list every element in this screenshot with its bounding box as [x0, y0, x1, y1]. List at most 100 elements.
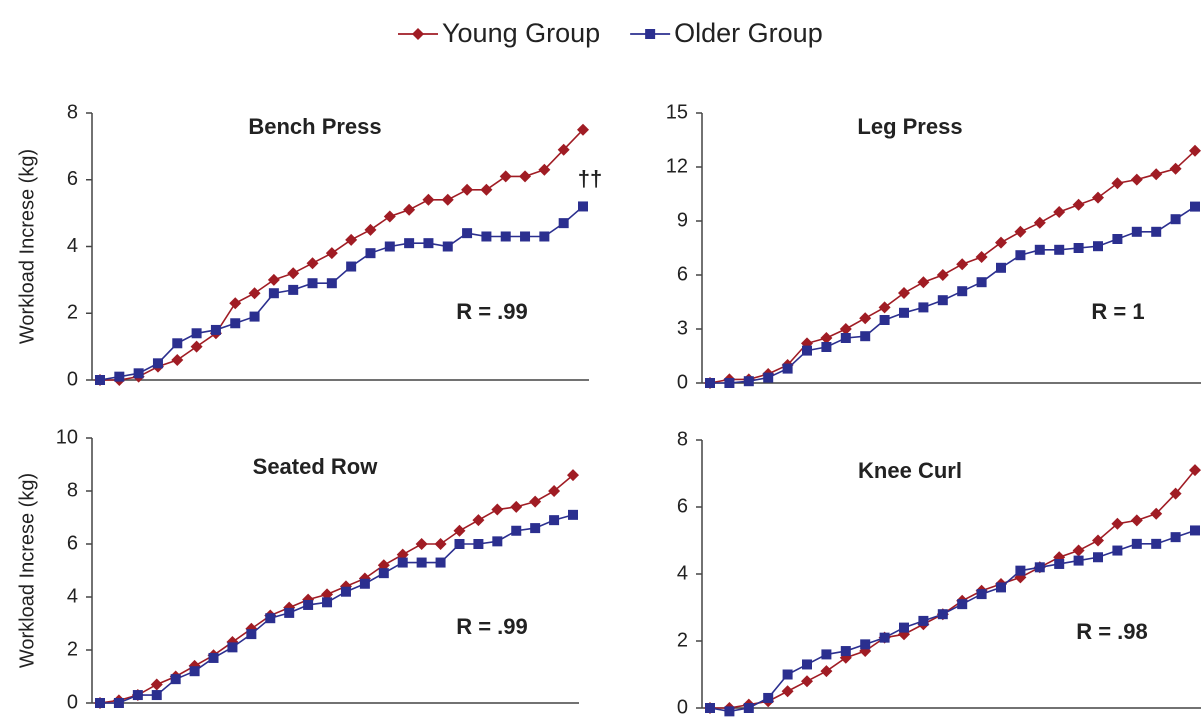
y-tick-label: 6 [677, 263, 688, 285]
marker [191, 328, 202, 339]
y-tick-label: 2 [67, 302, 78, 324]
marker [918, 302, 929, 313]
marker [346, 261, 357, 272]
annotation: R = .98 [1076, 619, 1148, 644]
marker [265, 613, 276, 624]
marker [326, 278, 337, 289]
marker [1015, 565, 1026, 576]
marker [1054, 558, 1065, 569]
marker [1054, 244, 1065, 255]
marker [1131, 226, 1142, 237]
marker [442, 241, 453, 252]
y-tick-label: 2 [677, 629, 688, 651]
marker [171, 353, 184, 366]
marker [820, 332, 833, 344]
marker [150, 678, 163, 691]
marker [996, 262, 1006, 273]
marker [520, 231, 531, 242]
marker [860, 331, 871, 342]
marker [500, 231, 511, 242]
marker [1112, 234, 1123, 244]
marker [170, 674, 181, 685]
marker [802, 345, 812, 356]
marker [1093, 552, 1103, 563]
marker [578, 201, 588, 212]
marker [325, 247, 338, 260]
marker [782, 669, 793, 680]
marker [248, 287, 261, 300]
marker [1150, 507, 1163, 520]
marker [423, 238, 434, 249]
marker [473, 539, 484, 549]
legend-item: Young Group [398, 18, 600, 48]
legend-label: Young Group [442, 18, 600, 48]
marker [801, 675, 813, 688]
marker [1170, 214, 1181, 225]
marker [359, 578, 370, 589]
annotation: R = .99 [456, 299, 528, 324]
marker [917, 276, 930, 289]
marker [1131, 538, 1142, 549]
marker [530, 523, 541, 534]
marker [957, 286, 968, 297]
marker [132, 690, 143, 701]
marker [378, 568, 389, 579]
marker [937, 609, 948, 620]
marker [1189, 464, 1201, 477]
marker [133, 368, 144, 379]
marker [1034, 244, 1045, 255]
marker [384, 241, 395, 252]
y-tick-label: 6 [67, 532, 78, 554]
marker [268, 288, 279, 299]
marker [860, 639, 871, 650]
marker [763, 692, 774, 703]
marker [976, 589, 987, 600]
marker [1190, 201, 1200, 212]
marker [114, 371, 125, 382]
y-tick-label: 12 [666, 155, 688, 177]
marker [899, 622, 909, 633]
marker [403, 203, 416, 216]
marker [821, 649, 832, 660]
marker [899, 307, 909, 318]
marker [782, 363, 793, 374]
marker [288, 284, 299, 295]
marker [190, 340, 203, 353]
y-tick-label: 6 [677, 495, 688, 517]
marker [705, 378, 715, 388]
marker [208, 652, 219, 663]
panel-title: Leg Press [857, 114, 962, 139]
panel-title: Seated Row [253, 454, 379, 479]
y-tick-label: 2 [67, 638, 78, 660]
marker [210, 324, 221, 335]
marker [820, 665, 833, 678]
marker [246, 629, 257, 640]
panel-title: Bench Press [248, 114, 381, 139]
marker [1111, 177, 1124, 190]
panel-title: Knee Curl [858, 458, 962, 483]
marker [879, 315, 890, 325]
marker [705, 703, 715, 713]
marker [1073, 555, 1084, 566]
marker [364, 223, 377, 236]
marker [724, 378, 735, 388]
marker [434, 538, 447, 550]
marker [397, 557, 408, 568]
marker [267, 273, 280, 286]
marker [511, 525, 522, 536]
marker [1093, 241, 1103, 252]
y-tick-label: 0 [67, 368, 78, 390]
y-tick-label: 4 [677, 562, 688, 584]
y-axis-label: Workload Increse (kg) [16, 149, 38, 344]
marker [365, 248, 376, 259]
y-tick-label: 10 [56, 426, 78, 448]
marker [472, 514, 485, 527]
marker [976, 277, 987, 288]
marker [227, 642, 238, 653]
marker [453, 524, 466, 537]
marker [481, 231, 492, 242]
marker [340, 586, 351, 597]
marker [113, 698, 124, 708]
y-axis-label: Workload Increse (kg) [16, 473, 38, 668]
